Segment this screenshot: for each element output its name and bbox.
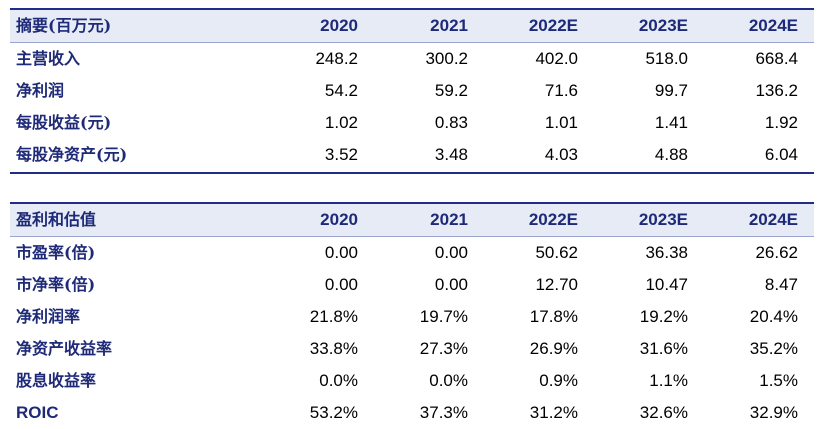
cell-value: 0.00 (434, 243, 468, 262)
cell-value: 8.47 (764, 275, 798, 294)
cell-value: 0.0% (319, 371, 358, 390)
year-header: 2020 (320, 210, 358, 229)
cell-value: 248.2 (315, 49, 358, 68)
cell-value: 17.8% (529, 307, 578, 326)
cell-value: 1.92 (764, 113, 798, 132)
table-row: 市净率(倍) 0.00 0.00 12.70 10.47 8.47 (10, 269, 814, 301)
row-label: 净利润率 (16, 307, 81, 326)
cell-value: 1.5% (759, 371, 798, 390)
top-rule (10, 202, 814, 204)
row-label: 市盈率(倍) (16, 243, 96, 262)
table-row: 净利润率 21.8% 19.7% 17.8% 19.2% 20.4% (10, 301, 814, 333)
cell-value: 33.8% (309, 339, 358, 358)
cell-value: 0.0% (429, 371, 468, 390)
cell-value: 4.88 (654, 145, 688, 164)
cell-value: 19.2% (639, 307, 688, 326)
row-label: 净资产收益率 (16, 339, 113, 358)
cell-value: 518.0 (645, 49, 688, 68)
row-label: 主营收入 (16, 49, 81, 68)
table-row: 每股收益(元) 1.02 0.83 1.01 1.41 1.92 (10, 107, 814, 139)
valuation-title: 盈利和估值 (16, 210, 97, 229)
cell-value: 0.00 (324, 243, 358, 262)
row-label: 每股收益(元) (16, 113, 112, 132)
row-label: ROIC (16, 403, 59, 422)
row-label: 每股净资产(元) (16, 145, 128, 164)
table-row: ROIC 53.2% 37.3% 31.2% 32.6% 32.9% (10, 397, 814, 429)
cell-value: 0.9% (539, 371, 578, 390)
year-header: 2022E (528, 16, 578, 35)
cell-value: 0.00 (434, 275, 468, 294)
cell-value: 1.01 (544, 113, 578, 132)
table-row: 市盈率(倍) 0.00 0.00 50.62 36.38 26.62 (10, 237, 814, 269)
cell-value: 32.6% (639, 403, 688, 422)
cell-value: 59.2 (434, 81, 468, 100)
bottom-rule (10, 172, 814, 174)
row-label: 净利润 (16, 81, 65, 100)
row-label: 市净率(倍) (16, 275, 96, 294)
cell-value: 1.1% (649, 371, 688, 390)
row-label: 股息收益率 (16, 371, 97, 390)
header-divider (10, 236, 814, 237)
cell-value: 668.4 (755, 49, 798, 68)
cell-value: 1.02 (324, 113, 358, 132)
cell-value: 21.8% (309, 307, 358, 326)
cell-value: 71.6 (544, 81, 578, 100)
year-header: 2020 (320, 16, 358, 35)
cell-value: 0.83 (434, 113, 468, 132)
cell-value: 136.2 (755, 81, 798, 100)
table-row: 净利润 54.2 59.2 71.6 99.7 136.2 (10, 75, 814, 107)
cell-value: 300.2 (425, 49, 468, 68)
cell-value: 3.48 (434, 145, 468, 164)
year-header: 2023E (638, 210, 688, 229)
cell-value: 1.41 (654, 113, 688, 132)
table-row: 主营收入 248.2 300.2 402.0 518.0 668.4 (10, 43, 814, 75)
top-rule (10, 8, 814, 10)
header-divider (10, 42, 814, 43)
cell-value: 31.6% (639, 339, 688, 358)
valuation-header-row: 盈利和估值 2020 2021 2022E 2023E 2024E (10, 204, 814, 236)
year-header: 2021 (430, 16, 468, 35)
cell-value: 20.4% (749, 307, 798, 326)
year-header: 2021 (430, 210, 468, 229)
summary-header-row: 摘要(百万元) 2020 2021 2022E 2023E 2024E (10, 10, 814, 42)
cell-value: 402.0 (535, 49, 578, 68)
cell-value: 6.04 (764, 145, 798, 164)
cell-value: 36.38 (645, 243, 688, 262)
cell-value: 31.2% (529, 403, 578, 422)
cell-value: 32.9% (749, 403, 798, 422)
cell-value: 37.3% (419, 403, 468, 422)
cell-value: 99.7 (654, 81, 688, 100)
year-header: 2022E (528, 210, 578, 229)
cell-value: 26.9% (529, 339, 578, 358)
year-header: 2024E (748, 16, 798, 35)
cell-value: 4.03 (544, 145, 578, 164)
table-row: 股息收益率 0.0% 0.0% 0.9% 1.1% 1.5% (10, 365, 814, 397)
cell-value: 3.52 (324, 145, 358, 164)
year-header: 2024E (748, 210, 798, 229)
cell-value: 35.2% (749, 339, 798, 358)
cell-value: 27.3% (419, 339, 468, 358)
cell-value: 53.2% (309, 403, 358, 422)
table-row: 每股净资产(元) 3.52 3.48 4.03 4.88 6.04 (10, 139, 814, 171)
cell-value: 0.00 (324, 275, 358, 294)
cell-value: 54.2 (324, 81, 358, 100)
cell-value: 19.7% (419, 307, 468, 326)
cell-value: 10.47 (645, 275, 688, 294)
year-header: 2023E (638, 16, 688, 35)
cell-value: 50.62 (535, 243, 578, 262)
cell-value: 12.70 (535, 275, 578, 294)
summary-title: 摘要(百万元) (16, 16, 112, 35)
table-row: 净资产收益率 33.8% 27.3% 26.9% 31.6% 35.2% (10, 333, 814, 365)
cell-value: 26.62 (755, 243, 798, 262)
